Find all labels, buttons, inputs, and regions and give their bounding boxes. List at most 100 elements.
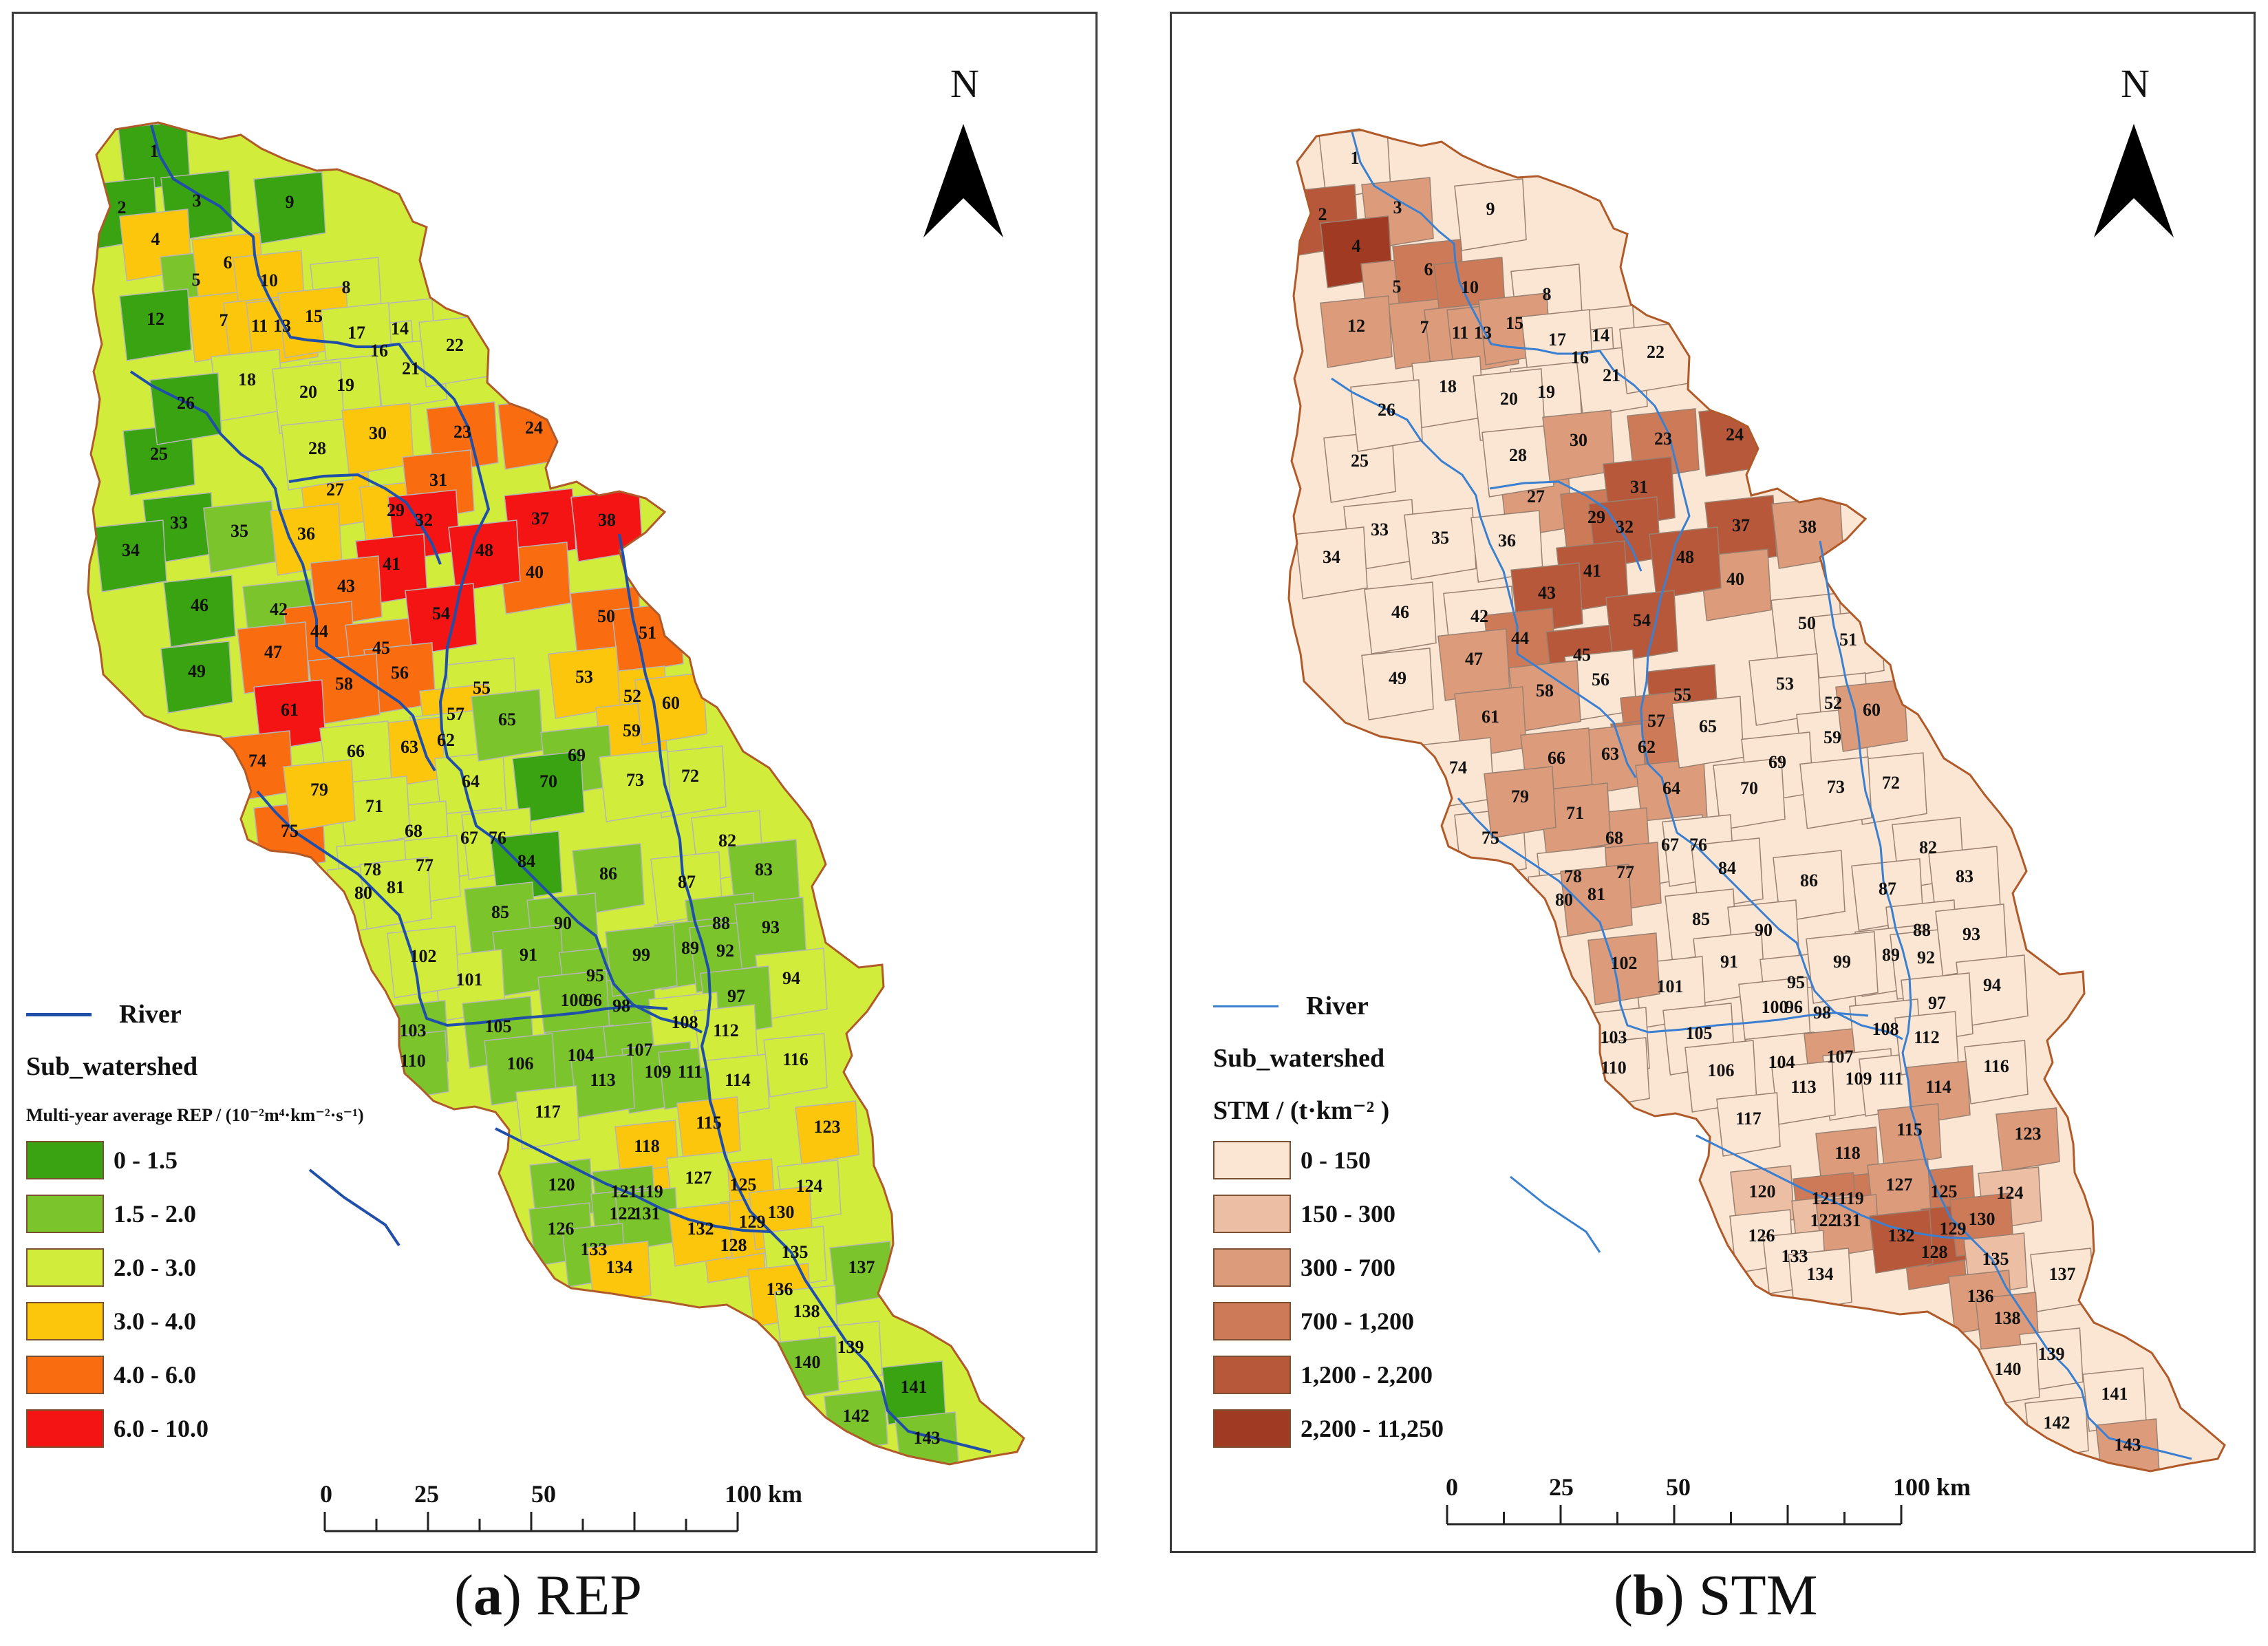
legend-subwatershed-label: Sub_watershed: [26, 1052, 198, 1081]
subwatershed-label: 96: [584, 990, 602, 1010]
subwatershed-label: 117: [535, 1102, 561, 1122]
subwatershed-label: 16: [1571, 348, 1589, 367]
subwatershed-label: 120: [1749, 1182, 1776, 1201]
subwatershed-label: 11: [251, 316, 268, 336]
subwatershed-label: 119: [1838, 1188, 1864, 1208]
scale-bar: [323, 1512, 739, 1532]
subwatershed-label: 116: [1983, 1056, 2009, 1076]
subwatershed-label: 90: [1755, 920, 1773, 940]
subwatershed-label: 72: [1882, 773, 1900, 793]
subwatershed-70: [1713, 758, 1786, 831]
subwatershed-label: 114: [1925, 1077, 1951, 1097]
subwatershed-label: 108: [1872, 1019, 1899, 1039]
subwatershed-label: 135: [1982, 1249, 2009, 1269]
subwatershed-102: [387, 926, 460, 998]
north-label: N: [2121, 61, 2150, 106]
subwatershed-label: 110: [1601, 1058, 1627, 1078]
subwatershed-label: 105: [1686, 1023, 1713, 1043]
subwatershed-label: 46: [191, 595, 208, 615]
legend-class-label: 1.5 - 2.0: [114, 1200, 196, 1228]
subwatershed-label: 94: [782, 968, 800, 988]
legend-classes: 0 - 150 150 - 300 300 - 700 700 - 1,200 1,20…: [1213, 1141, 1444, 1448]
legend-class-row: 2,200 - 11,250: [1213, 1409, 1444, 1448]
subwatershed-label: 125: [1931, 1182, 1958, 1201]
subwatershed-123: [795, 1100, 859, 1165]
subwatershed-label: 98: [1813, 1003, 1831, 1023]
subwatershed-35: [1404, 507, 1477, 580]
subwatershed-label: 108: [672, 1012, 698, 1032]
subwatershed-46: [163, 575, 236, 648]
subwatershed-54: [1605, 590, 1678, 663]
subwatershed-label: 75: [1481, 828, 1499, 848]
subwatershed-label: 14: [1592, 325, 1609, 345]
legend-class-row: 6.0 - 10.0: [26, 1409, 364, 1448]
stm-legend: River Sub_watershed STM / (t·km⁻² ) 0 - …: [1213, 991, 1444, 1448]
subwatershed-label: 37: [1732, 515, 1750, 535]
subwatershed-label: 17: [1548, 330, 1566, 350]
legend-swatch: [26, 1356, 104, 1394]
river-line-icon: [1213, 1005, 1279, 1007]
subwatershed-123: [1996, 1107, 2060, 1172]
legend-class-row: 1.5 - 2.0: [26, 1195, 364, 1233]
subwatershed-label: 131: [1834, 1210, 1861, 1230]
subwatershed-label: 30: [1570, 430, 1587, 450]
subwatershed-label: 1: [150, 141, 159, 161]
subwatershed-label: 29: [1587, 507, 1605, 527]
subwatershed-116: [763, 1033, 828, 1098]
subwatershed-label: 42: [1470, 606, 1488, 626]
subwatershed-label: 40: [526, 562, 544, 582]
subwatershed-label: 55: [1673, 685, 1691, 705]
subwatershed-label: 51: [1839, 630, 1857, 650]
scale-tick-25: 25: [1549, 1473, 1574, 1501]
subwatershed-label: 112: [713, 1020, 739, 1040]
subwatershed-label: 18: [238, 370, 256, 389]
subwatershed-label: 48: [1676, 547, 1694, 567]
subwatershed-label: 4: [151, 229, 160, 249]
subwatershed-label: 65: [498, 709, 516, 729]
river-line-1: [411, 362, 703, 1034]
subwatershed-label: 47: [1465, 649, 1483, 669]
legend-class-label: 0 - 1.5: [114, 1146, 178, 1174]
subwatershed-label: 56: [391, 663, 409, 683]
river-line-3: [1331, 377, 1519, 654]
subwatershed-115: [676, 1096, 741, 1161]
subwatershed-46: [1364, 581, 1437, 654]
subwatershed-label: 137: [848, 1257, 875, 1277]
subwatershed-label: 94: [1983, 975, 2001, 995]
subwatershed-label: 32: [415, 510, 433, 530]
subwatershed-label: 3: [1393, 197, 1402, 217]
legend-swatch: [1213, 1248, 1291, 1287]
subwatershed-label: 29: [387, 500, 405, 520]
subwatershed-label: 78: [363, 859, 381, 879]
subwatershed-label: 56: [1592, 670, 1609, 690]
legend-class-label: 1,200 - 2,200: [1301, 1361, 1433, 1389]
subwatershed-label: 107: [1827, 1047, 1854, 1067]
subwatershed-label: 110: [400, 1051, 426, 1071]
subwatershed-label: 61: [1481, 707, 1499, 727]
rep-legend: River Sub_watershed Multi-year average R…: [26, 999, 364, 1448]
subwatershed-label: 79: [1511, 787, 1529, 806]
subwatershed-label: 55: [473, 678, 491, 698]
subwatershed-layer: [1289, 129, 2225, 1471]
subwatershed-label: 75: [281, 821, 299, 841]
legend-swatch: [26, 1409, 104, 1448]
legend-river-label: River: [119, 1000, 182, 1029]
subwatershed-label: 68: [1605, 828, 1623, 848]
subwatershed-label: 25: [1351, 451, 1369, 471]
subwatershed-label: 7: [1420, 317, 1429, 337]
subwatershed-label: 48: [475, 540, 493, 560]
river-line-3: [129, 370, 318, 647]
subwatershed-102: [1587, 932, 1660, 1005]
subwatershed-label: 41: [383, 554, 400, 574]
subwatershed-label: 19: [1537, 382, 1555, 402]
subwatershed-9: [253, 171, 326, 244]
subwatershed-label: 63: [400, 737, 418, 757]
subwatershed-label: 139: [2038, 1344, 2065, 1364]
legend-subwatershed-label: Sub_watershed: [1213, 1044, 1385, 1073]
subwatershed-label: 69: [568, 745, 586, 765]
subwatershed-label: 137: [2049, 1264, 2076, 1284]
river-line-0: [150, 125, 414, 365]
